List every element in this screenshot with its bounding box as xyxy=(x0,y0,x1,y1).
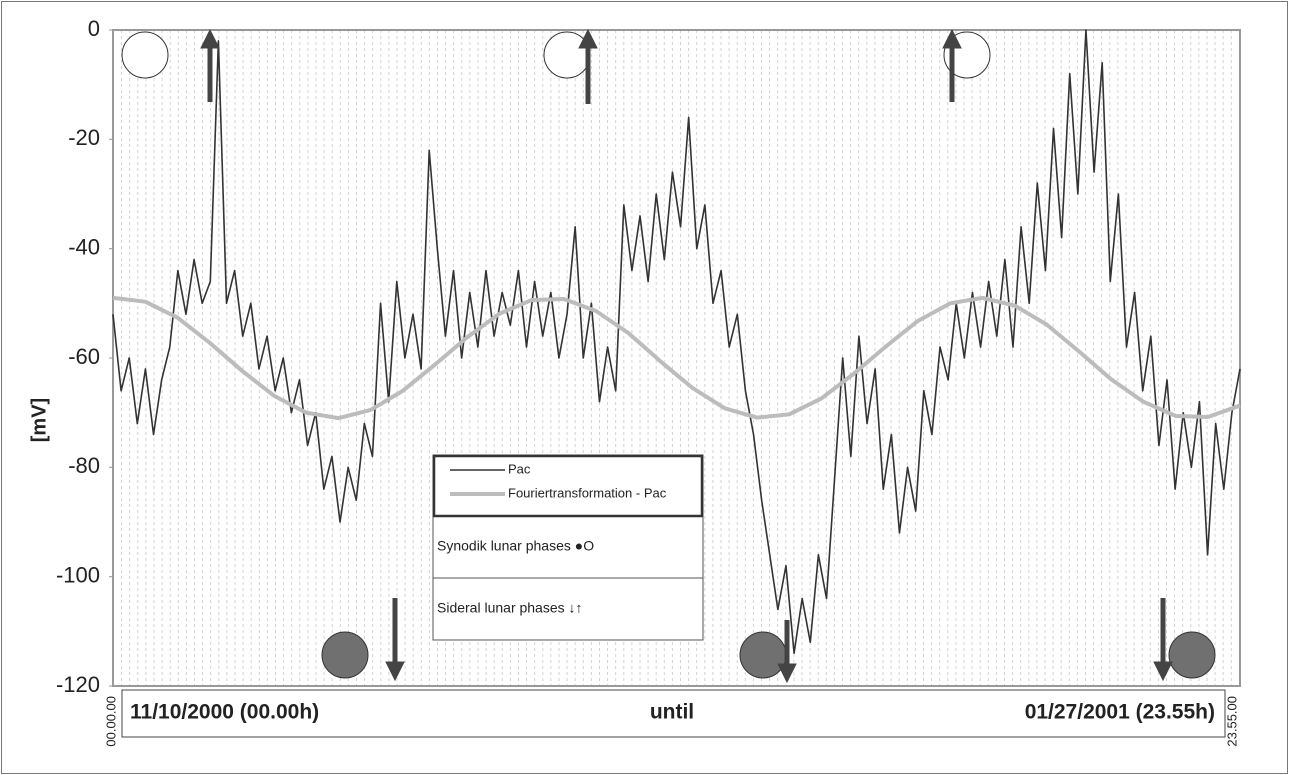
legend-note: Sideral lunar phases ↓↑ xyxy=(437,600,583,616)
full-moon xyxy=(121,31,169,79)
legend-note: Synodik lunar phases ●O xyxy=(437,538,594,554)
lunar-markers xyxy=(121,31,1216,679)
sideral-arrows xyxy=(200,28,1173,684)
legend-label: Pac xyxy=(508,461,531,476)
y-axis-label: [mV] xyxy=(28,398,50,442)
series-line xyxy=(112,29,1241,654)
y-tick-label: -60 xyxy=(68,344,100,369)
y-tick-label: -100 xyxy=(56,562,100,587)
y-tick-label: -40 xyxy=(68,234,100,259)
period-end: 01/27/2001 (23.55h) xyxy=(1025,701,1215,724)
series-line xyxy=(112,295,1241,421)
new-moon xyxy=(739,631,787,679)
y-tick-label: 0 xyxy=(88,16,100,41)
y-tick-label: -20 xyxy=(68,125,100,150)
period-start: 11/10/2000 (00.00h) xyxy=(130,701,319,724)
new-moon xyxy=(1168,631,1216,679)
y-tick-label: -120 xyxy=(56,672,100,697)
period-box xyxy=(121,689,1226,738)
x-tick-label: 23.55.00 xyxy=(1224,696,1239,747)
period-middle: until xyxy=(650,701,694,724)
new-moon xyxy=(321,631,369,679)
x-tick-label: 00.00.00 xyxy=(103,696,118,747)
legend-label: Fouriertransformation - Pac xyxy=(508,485,667,500)
y-tick-label: -80 xyxy=(68,453,100,478)
legend: Pac Fouriertransformation - Pac Synodik … xyxy=(432,454,704,641)
